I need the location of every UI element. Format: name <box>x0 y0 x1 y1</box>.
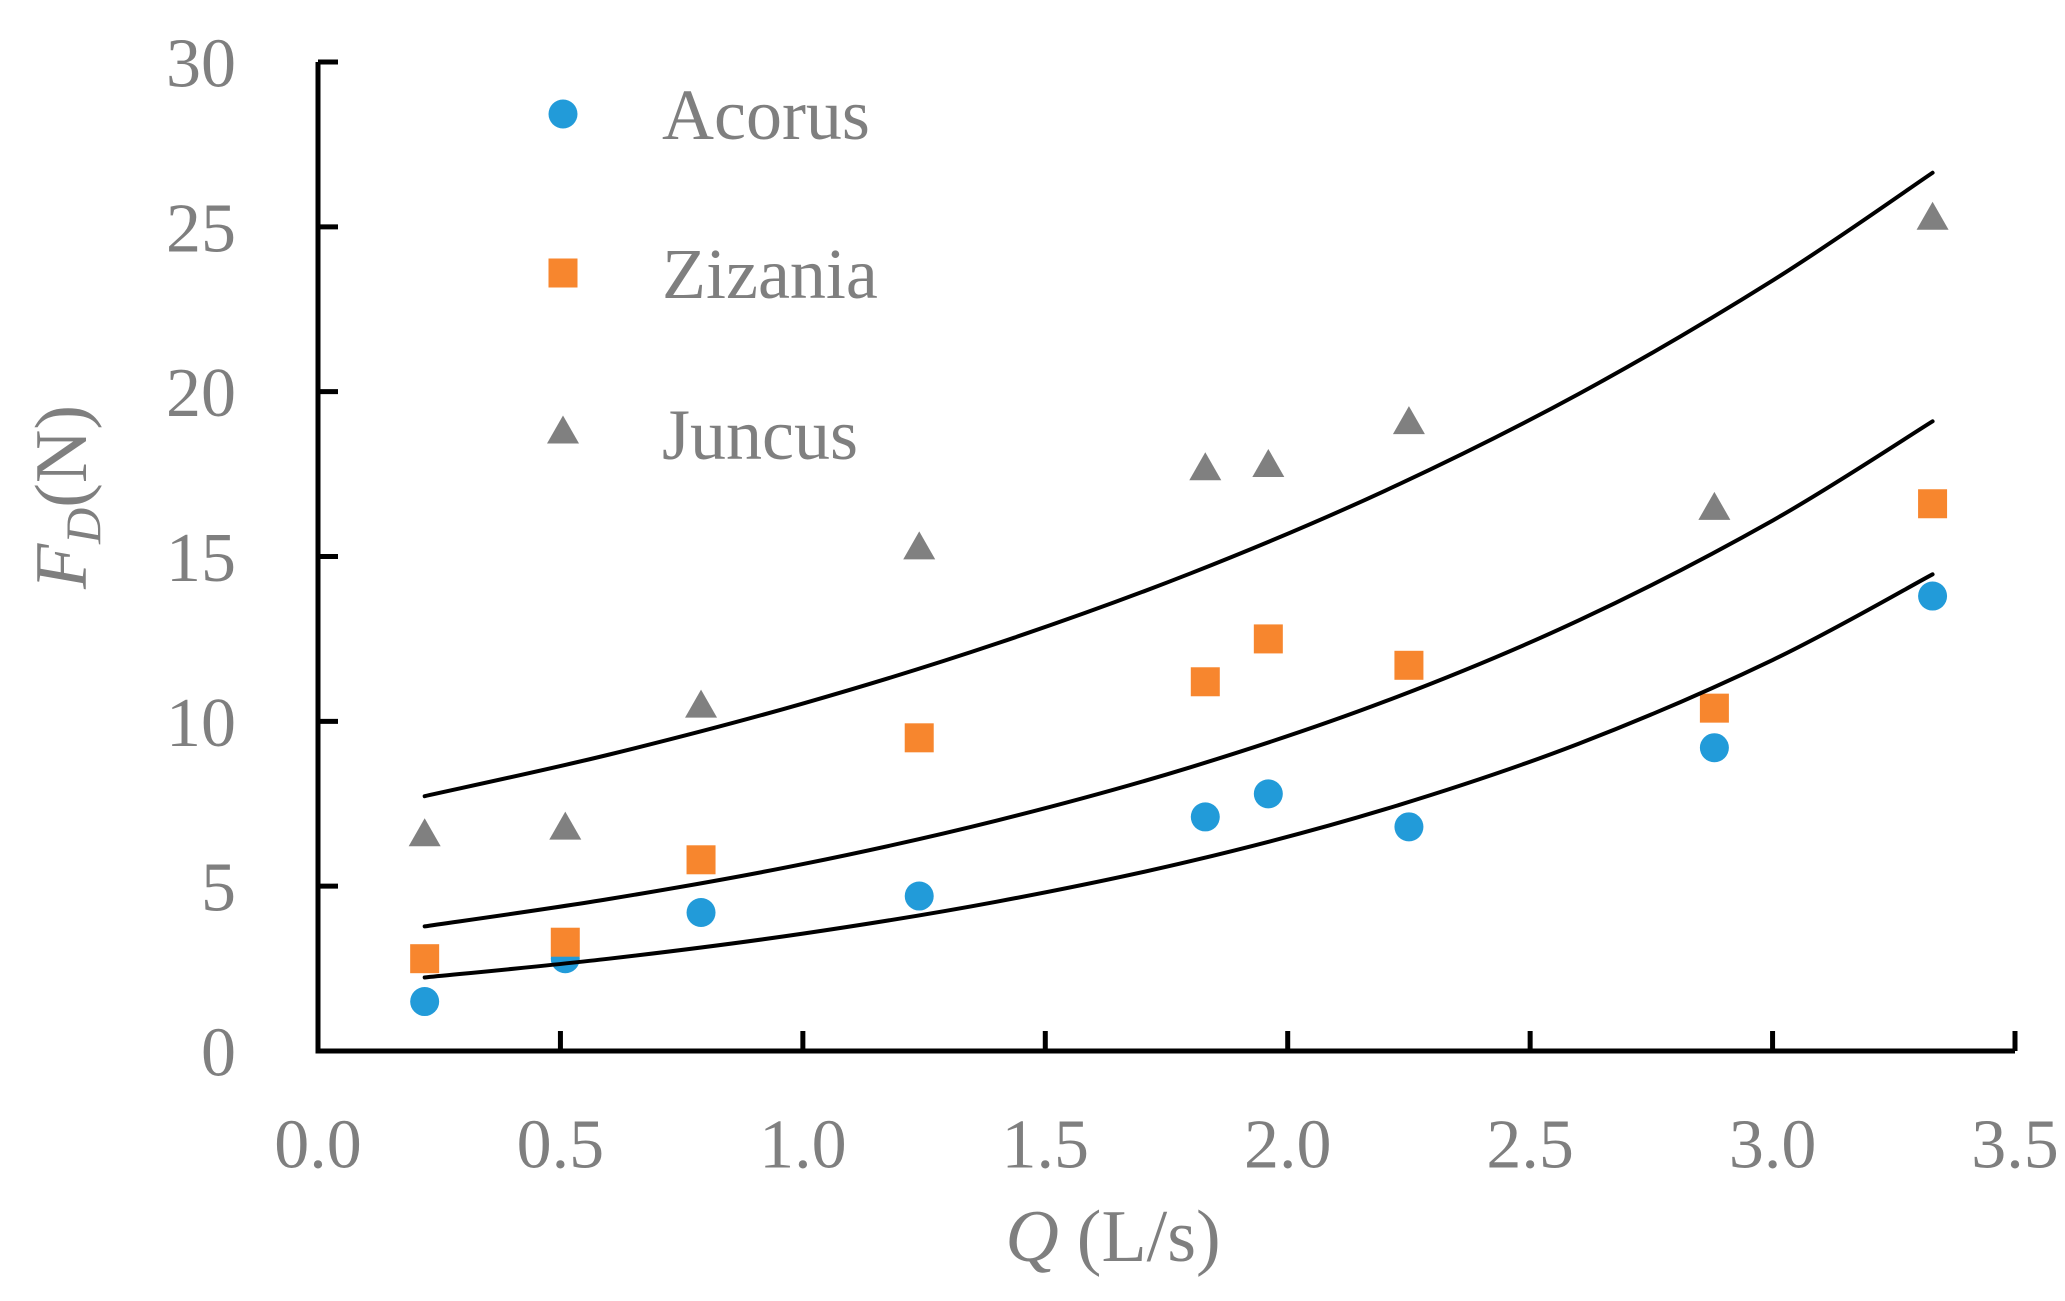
x-tick-label: 0.5 <box>517 1107 605 1184</box>
x-axis-title: Q (L/s) <box>1005 1196 1220 1278</box>
zizania-point <box>686 845 716 875</box>
acorus-point <box>686 898 716 928</box>
y-axis-title: FD(N) <box>21 405 111 590</box>
x-tick-label: 2.0 <box>1244 1107 1332 1184</box>
trendline <box>422 572 1935 980</box>
legend-item: Zizania <box>548 234 878 314</box>
axes <box>315 59 2018 1054</box>
legend: Acorus Zizania Juncus <box>547 75 878 475</box>
y-tick-label: 30 <box>166 26 236 103</box>
zizania-point <box>1699 693 1729 723</box>
y-tick-label: 0 <box>201 1015 236 1092</box>
juncus-point <box>1698 491 1731 520</box>
zizania-point <box>904 723 934 753</box>
y-tick-label: 15 <box>166 520 236 597</box>
juncus-point <box>903 531 936 560</box>
juncus-point <box>1189 452 1222 481</box>
legend-marker-zizania <box>548 258 578 288</box>
tick-labels: 0 5 10 15 20 25 30 0.0 0.5 1.0 1.5 2.0 2.5 3.0 3.5 <box>166 26 2059 1184</box>
zizania-point <box>550 927 580 957</box>
acorus-point <box>1394 812 1424 842</box>
juncus-point <box>1916 201 1949 230</box>
juncus-point <box>685 689 718 718</box>
acorus-point <box>1699 733 1729 763</box>
x-tick-label: 1.5 <box>1002 1107 1090 1184</box>
zizania-point <box>1918 489 1948 519</box>
y-tick-label: 10 <box>166 685 236 762</box>
y-tick-label: 25 <box>166 190 236 267</box>
acorus-point <box>410 987 440 1017</box>
x-tick-label: 2.5 <box>1486 1107 1574 1184</box>
legend-marker-juncus <box>547 415 579 444</box>
x-tick-label: 1.0 <box>759 1107 847 1184</box>
zizania-point <box>1394 650 1424 680</box>
legend-label: Juncus <box>662 395 858 475</box>
acorus-point <box>1918 581 1948 611</box>
y-axis-subscript: D <box>55 508 111 545</box>
series-juncus <box>408 201 1949 847</box>
data-points <box>408 201 1949 1017</box>
y-tick-label: 5 <box>201 850 236 927</box>
trendline <box>422 170 1935 799</box>
legend-item: Juncus <box>547 395 858 475</box>
trendline <box>422 419 1935 929</box>
acorus-point <box>1253 779 1283 809</box>
legend-label: Acorus <box>662 75 870 155</box>
zizania-point <box>1190 667 1220 697</box>
x-tick-label: 3.5 <box>1971 1107 2059 1184</box>
series-zizania <box>410 489 1948 974</box>
y-tick-label: 20 <box>166 355 236 432</box>
zizania-point <box>1253 624 1283 654</box>
zizania-point <box>410 944 440 974</box>
x-axis-symbol: Q <box>1005 1196 1058 1278</box>
acorus-point <box>1190 802 1220 832</box>
acorus-point <box>904 881 934 911</box>
legend-label: Zizania <box>662 234 878 314</box>
juncus-point <box>1392 406 1425 435</box>
trendlines <box>422 170 1935 980</box>
x-tick-label: 0.0 <box>274 1107 362 1184</box>
juncus-point <box>1252 448 1285 477</box>
x-tick-label: 3.0 <box>1729 1107 1817 1184</box>
y-axis-symbol: F <box>21 543 103 590</box>
legend-item: Acorus <box>548 75 870 155</box>
juncus-point <box>549 811 582 840</box>
juncus-point <box>408 818 441 847</box>
y-axis-unit: (N) <box>21 405 103 508</box>
x-axis-unit: (L/s) <box>1077 1196 1221 1278</box>
legend-marker-acorus <box>548 99 578 129</box>
